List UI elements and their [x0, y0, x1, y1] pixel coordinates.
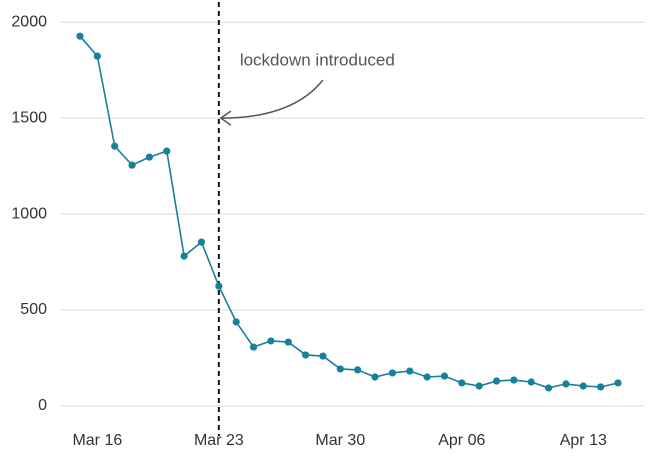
point — [544, 384, 553, 392]
point — [76, 32, 84, 40]
point — [371, 373, 379, 381]
point — [267, 337, 275, 345]
y-tick-label: 500 — [20, 301, 47, 318]
point — [458, 379, 466, 387]
point — [302, 351, 310, 359]
point — [388, 369, 396, 377]
annotation-text: lockdown introduced — [240, 51, 395, 70]
y-tick-label: 2000 — [11, 13, 47, 30]
x-tick-label: Mar 23 — [194, 432, 244, 449]
y-tick-label: 0 — [38, 397, 47, 414]
line — [79, 35, 619, 389]
x-tick-label: Mar 16 — [72, 432, 122, 449]
point — [510, 376, 518, 384]
arrow-head — [219, 110, 232, 126]
point — [614, 379, 622, 387]
x-tick-label: Mar 30 — [315, 432, 365, 449]
point — [319, 352, 327, 360]
point — [215, 282, 223, 290]
point — [475, 382, 483, 390]
y-tick-label: 1000 — [11, 205, 47, 222]
point — [284, 338, 292, 346]
point — [492, 377, 501, 385]
point — [128, 161, 136, 169]
point — [111, 142, 119, 150]
point — [562, 380, 570, 388]
point — [232, 318, 240, 326]
point — [197, 238, 206, 246]
point — [597, 383, 605, 391]
point — [579, 382, 587, 390]
point — [249, 343, 258, 351]
point — [180, 252, 188, 260]
y-tick-label: 1500 — [11, 109, 47, 126]
point — [423, 373, 431, 381]
point — [440, 372, 449, 380]
annotation-arrow — [220, 79, 324, 119]
point — [163, 147, 171, 155]
point — [354, 366, 362, 374]
point — [145, 153, 154, 161]
x-tick-label: Apr 06 — [438, 432, 485, 449]
x-tick-label: Apr 13 — [560, 432, 607, 449]
point — [93, 52, 101, 60]
point — [527, 378, 535, 386]
point — [406, 367, 414, 375]
point — [336, 365, 344, 373]
